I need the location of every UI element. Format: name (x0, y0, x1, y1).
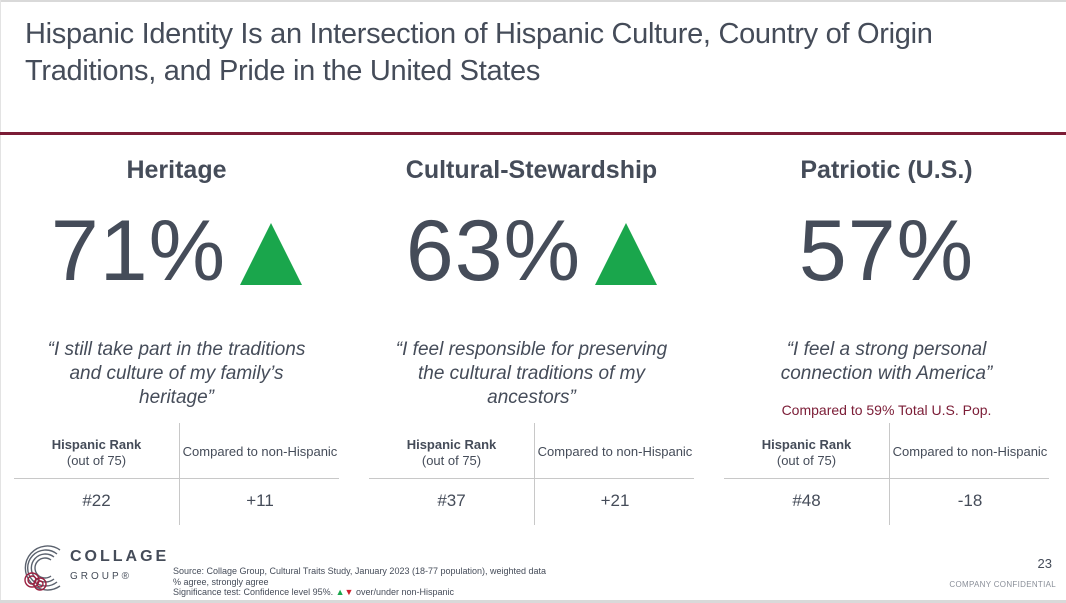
column-heading: Patriotic (U.S.) (800, 156, 973, 184)
column-heading: Heritage (126, 156, 227, 184)
source-footnote: Source: Collage Group, Cultural Traits S… (173, 566, 546, 598)
collage-group-logo: COLLAGE GROUP® (18, 540, 166, 595)
source-line: Source: Collage Group, Cultural Traits S… (173, 566, 547, 576)
rank-header-label: Hispanic Rank (51, 437, 142, 452)
logo-wordmark-line2: GROUP® (70, 571, 133, 582)
rank-header-sub: (out of 75) (776, 453, 837, 468)
total-pop-comparison-note: Compared to 59% Total U.S. Pop. (781, 402, 992, 418)
percent-row: 63% (355, 206, 708, 296)
column-heritage: Heritage 71% “I still take part in the t… (0, 150, 353, 525)
percent-row: 71% (0, 206, 353, 296)
up-triangle-icon (240, 223, 303, 285)
rank-header-label: Hispanic Rank (761, 437, 852, 452)
rank-header: Hispanic Rank (out of 75) (369, 437, 534, 469)
rank-header-label: Hispanic Rank (406, 437, 497, 452)
significance-suffix: over/under non-Hispanic (355, 587, 455, 597)
table-vertical-divider (534, 423, 535, 525)
confidential-label: COMPANY CONFIDENTIAL (949, 580, 1056, 589)
stats-table: Hispanic Rank (out of 75) Compared to no… (369, 423, 694, 525)
left-border (0, 0, 1, 603)
compare-header: Compared to non-Hispanic (537, 444, 693, 459)
column-heading: Cultural-Stewardship (405, 156, 658, 184)
compare-header: Compared to non-Hispanic (892, 444, 1048, 459)
column-patriotic: Patriotic (U.S.) 57% “I feel a strong pe… (710, 150, 1063, 525)
significance-line: Significance test: Confidence level 95%.… (173, 587, 546, 598)
top-border (0, 0, 1066, 2)
compare-header: Compared to non-Hispanic (182, 444, 338, 459)
percent-value: 63% (405, 203, 582, 299)
table-horizontal-divider (724, 478, 1049, 479)
slide-title: Hispanic Identity Is an Intersection of … (25, 18, 933, 87)
table-horizontal-divider (14, 478, 339, 479)
percent-value: 57% (798, 203, 975, 299)
up-triangle-icon: ▲ (335, 587, 345, 597)
rank-value: #22 (82, 491, 111, 510)
percent-value: 71% (50, 203, 227, 299)
percent-row: 57% (710, 206, 1063, 296)
rank-header-sub: (out of 75) (66, 453, 127, 468)
rank-value: #48 (792, 491, 821, 510)
table-horizontal-divider (369, 478, 694, 479)
statement-quote: “I feel a strong personal connection wit… (780, 339, 993, 384)
statement-quote: “I still take part in the traditions and… (47, 339, 306, 408)
page-number: 23 (1037, 556, 1052, 571)
down-triangle-icon: ▼ (344, 587, 354, 597)
table-vertical-divider (179, 423, 180, 525)
stats-table: Hispanic Rank (out of 75) Compared to no… (724, 423, 1049, 525)
bottom-border (0, 600, 1066, 603)
rank-header: Hispanic Rank (out of 75) (724, 437, 889, 469)
compare-value: +21 (600, 491, 630, 510)
logo-wordmark-line1: COLLAGE (70, 548, 170, 565)
compare-value: -18 (957, 491, 983, 510)
statement-quote: “I feel responsible for preserving the c… (395, 339, 668, 408)
significance-prefix: Significance test: Confidence level 95%. (173, 587, 334, 597)
rank-value: #37 (437, 491, 466, 510)
table-vertical-divider (889, 423, 890, 525)
rank-header-sub: (out of 75) (421, 453, 482, 468)
compare-value: +11 (246, 491, 274, 510)
column-cultural-stewardship: Cultural-Stewardship 63% “I feel respons… (355, 150, 708, 525)
up-triangle-icon (595, 223, 658, 285)
stats-table: Hispanic Rank (out of 75) Compared to no… (14, 423, 339, 525)
measure-line: % agree, strongly agree (173, 576, 269, 587)
title-divider (0, 132, 1066, 135)
fingerprint-c-logo-icon (24, 545, 61, 591)
rank-header: Hispanic Rank (out of 75) (14, 437, 179, 469)
